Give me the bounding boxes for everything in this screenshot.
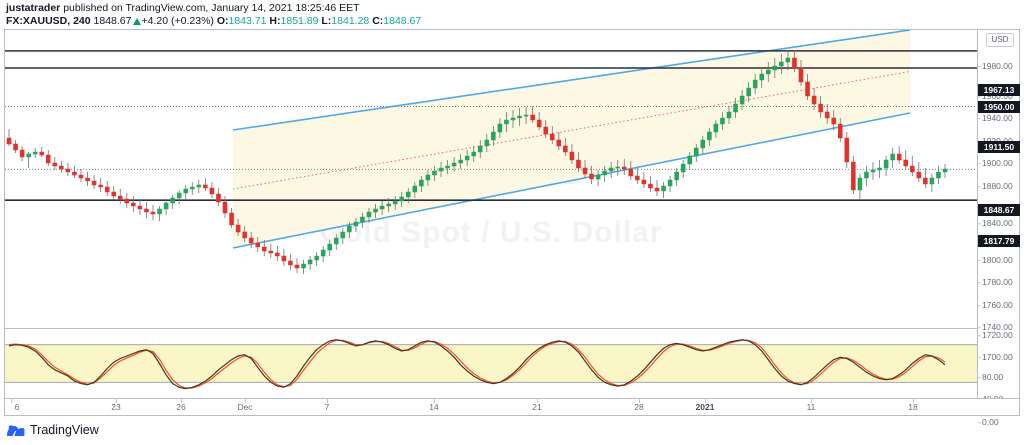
price-tick: -1760.00 [978,300,1013,310]
price-tick-label: 1800.00 [982,255,1013,265]
price-tick-label: 1740.00 [982,322,1013,332]
price-level-label[interactable]: 1967.13 [978,84,1020,96]
price-tick-label: 1720.00 [982,330,1013,340]
time-tick-label: 11 [806,402,816,412]
oscillator-band [5,344,977,383]
price-level-label[interactable]: 1950.00 [978,101,1020,113]
stochastic-plot [5,339,977,390]
time-tick-label: 7 [324,402,330,412]
time-tick-mark [327,399,328,403]
time-tick-mark [639,399,640,403]
price-tick: -1740.00 [978,322,1013,332]
price-change-percent: (+0.23%) [171,15,214,27]
price-change: +4.20 [141,15,169,27]
time-tick-mark [913,399,914,403]
author-name: justatrader [6,2,61,14]
time-tick-label: 23 [111,402,121,412]
price-tick: -1980.00 [978,61,1013,71]
last-price: 1848.67 [93,15,132,27]
time-tick-label: 28 [634,402,644,412]
tradingview-branding: TradingView [6,420,99,440]
price-tick: -1800.00 [978,255,1013,265]
price-level-label[interactable]: 1911.50 [978,141,1020,153]
time-tick-mark [11,399,12,403]
up-arrow-icon [132,18,141,25]
chart-container[interactable]: XAUUSD Gold Spot / U.S. Dollar USD -1980… [4,29,1020,427]
parallel-channel-drawing[interactable] [232,30,911,249]
symbol-label[interactable]: FX:XAUUSD, 240 [6,15,91,27]
price-tick-label: 1780.00 [982,277,1013,287]
price-tick-label: 1700.00 [982,352,1013,362]
price-tick-label: 1760.00 [982,300,1013,310]
price-tick: -1960.00 [978,91,1013,101]
publish-info: published on TradingView.com, January 14… [63,2,360,14]
tradingview-logo-icon [7,424,25,436]
price-plot [5,30,977,274]
pane-divider [5,328,1019,329]
time-tick-label: 14 [429,402,439,412]
stochastic-k-line [8,339,946,390]
time-tick-mark [811,399,812,403]
price-tick: -1780.00 [978,277,1013,287]
indicator-pane[interactable] [5,329,977,398]
price-tick: -1880.00 [978,181,1013,191]
time-tick-label: Dec [237,402,253,412]
time-tick-label: 6 [14,402,20,412]
price-tick-label: 1960.00 [982,91,1013,101]
symbol-quote-line: FX:XAUUSD, 240 1848.67 +4.20 (+0.23%) O:1… [6,15,1024,28]
time-tick-mark [245,399,246,403]
current-price-label[interactable]: 1848.67 [978,204,1020,216]
price-tick: -1940.00 [978,113,1013,123]
price-tick-label: 1900.00 [982,158,1013,168]
price-scale[interactable]: USD -1980.00-1960.00-1940.00-1920.00-190… [977,30,1020,427]
time-tick-label: 26 [176,402,186,412]
price-tick: -1720.00 [978,330,1013,340]
high-value: 1851.89 [280,15,319,27]
price-tick-label: 1840.00 [982,218,1013,228]
indicator-tick-label: 80.00 [982,372,1004,382]
price-tick-label: 1980.00 [982,61,1013,71]
time-tick-mark [434,399,435,403]
time-tick-label: 18 [908,402,918,412]
indicator-tick: -80.00 [978,372,1004,382]
stochastic-d-line [8,339,946,389]
price-tick-label: 1940.00 [982,113,1013,123]
close-value: 1848.67 [383,15,422,27]
currency-badge: USD [986,33,1014,47]
indicator-tick: -0.00 [978,417,999,427]
open-key: O: [216,15,229,27]
high-key: H: [269,15,281,27]
time-tick-mark [116,399,117,403]
time-tick-mark [537,399,538,403]
chart-header: justatrader published on TradingView.com… [0,0,1024,28]
time-tick-mark [705,399,706,403]
time-tick-label: 2021 [695,402,715,412]
close-key: C: [372,15,384,27]
publish-line: justatrader published on TradingView.com… [6,2,1024,15]
price-pane[interactable] [5,30,977,328]
open-value: 1843.71 [228,15,267,27]
price-tick-label: 1880.00 [982,181,1013,191]
price-tick: -1900.00 [978,158,1013,168]
low-value: 1841.28 [331,15,370,27]
low-key: L: [321,15,332,27]
time-tick-mark [181,399,182,403]
time-tick-label: 21 [532,402,542,412]
indicator-tick-label: 0.00 [982,417,999,427]
candlestick-series [6,50,948,274]
time-scale[interactable]: 6 23 26 Dec 7 14 21 28 2021 11 18 [5,398,1019,415]
price-level-label[interactable]: 1817.79 [978,235,1020,247]
price-tick: -1700.00 [978,352,1013,362]
tradingview-wordmark: TradingView [30,423,99,437]
price-tick: -1840.00 [978,218,1013,228]
